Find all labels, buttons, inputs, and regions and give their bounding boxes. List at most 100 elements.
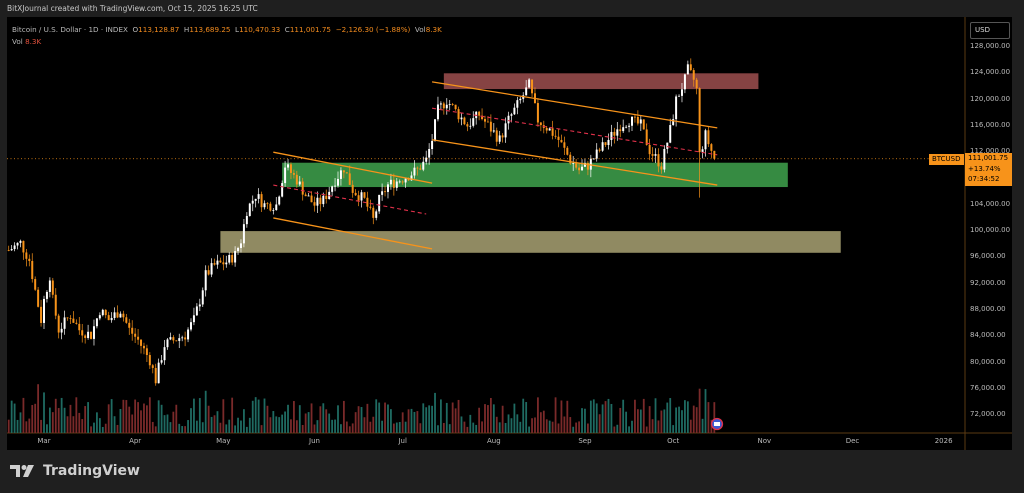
- candle-body: [519, 98, 522, 101]
- volume-bar: [390, 409, 392, 433]
- candle-body: [34, 279, 37, 290]
- time-tick: Nov: [757, 437, 772, 445]
- volume-bar: [695, 407, 698, 433]
- candle-body: [134, 333, 137, 337]
- candle-body: [342, 170, 345, 173]
- volume-bar: [392, 423, 395, 433]
- candle-body: [275, 204, 278, 211]
- volume-bar: [243, 409, 245, 433]
- candle-body: [425, 157, 428, 162]
- candle-body: [501, 135, 504, 138]
- volume-bar: [704, 389, 707, 433]
- volume-bar: [413, 411, 416, 433]
- candle-body: [192, 315, 195, 323]
- symbol-description[interactable]: Bitcoin / U.S. Dollar · 1D · INDEX: [12, 25, 128, 34]
- candle-body: [695, 79, 698, 89]
- candle-body: [651, 154, 654, 156]
- volume-bar: [69, 404, 72, 433]
- volume-bar: [407, 409, 410, 433]
- candle-body: [610, 131, 613, 140]
- volume-bar: [645, 426, 648, 433]
- volume-bar: [269, 417, 272, 433]
- volume-bar: [445, 402, 448, 433]
- volume-bar: [201, 422, 204, 433]
- volume-bar: [134, 399, 137, 433]
- candle-body: [216, 260, 219, 265]
- candle-body: [228, 254, 231, 263]
- candle-body: [657, 154, 660, 167]
- volume-bar: [290, 419, 292, 433]
- candle-body: [545, 127, 548, 131]
- volume-bar: [325, 409, 328, 433]
- candle-body: [454, 104, 457, 110]
- candle-body: [19, 240, 22, 243]
- candle-body: [528, 79, 531, 88]
- volume-bar: [87, 402, 89, 433]
- volume-bar: [193, 398, 195, 433]
- volume-bar: [251, 400, 254, 433]
- candle-body: [339, 170, 342, 179]
- volume-bar: [301, 424, 304, 433]
- candle-body: [316, 197, 319, 206]
- volume-bar: [207, 405, 210, 433]
- volume-indicator-label[interactable]: Vol: [12, 37, 23, 46]
- candle-body: [457, 109, 460, 120]
- volume-bar: [228, 419, 231, 433]
- price-tick: 112,000.00: [970, 147, 1011, 156]
- candle-body: [645, 129, 648, 145]
- volume-bar: [487, 405, 489, 433]
- candle-body: [648, 144, 651, 155]
- volume-bar: [166, 414, 169, 433]
- volume-bar: [160, 404, 163, 433]
- candle-body: [16, 242, 19, 246]
- candle-body: [445, 104, 448, 109]
- volume-bar: [489, 397, 492, 433]
- volume-bar: [240, 420, 242, 433]
- candle-body: [619, 129, 622, 132]
- candle-body: [625, 126, 628, 128]
- candle-body: [357, 195, 360, 201]
- volume-bar: [181, 426, 184, 433]
- candle-body: [498, 135, 501, 142]
- candle-body: [419, 168, 422, 170]
- volume-bar: [54, 398, 57, 433]
- volume-bar: [537, 397, 539, 433]
- candle-body: [210, 263, 213, 275]
- trendline-channel1-mid: [273, 184, 427, 215]
- candle-body: [566, 147, 569, 155]
- volume-bar: [548, 420, 551, 433]
- volume-bar: [713, 402, 716, 433]
- candle-body: [245, 215, 248, 225]
- candle-body: [422, 161, 425, 170]
- candle-body: [81, 330, 84, 336]
- candle-body: [666, 142, 669, 149]
- currency-selector[interactable]: USD: [970, 22, 1010, 39]
- volume-bar: [419, 423, 422, 433]
- volume-bar: [554, 397, 557, 433]
- volume-bar: [248, 417, 251, 433]
- symbol-price-label: BTCUSD: [929, 154, 964, 165]
- volume-bar: [90, 426, 92, 433]
- candle-body: [707, 130, 710, 145]
- volume-bar: [460, 416, 463, 433]
- volume-bar: [25, 421, 28, 433]
- candle-body: [98, 315, 101, 319]
- volume-bar: [375, 399, 378, 433]
- volume-bar: [592, 399, 595, 433]
- time-tick: Dec: [845, 437, 860, 445]
- candle-body: [572, 163, 575, 165]
- vol-label: Vol: [414, 25, 426, 34]
- volume-bar: [628, 426, 630, 433]
- candle-body: [401, 181, 404, 183]
- volume-bar: [434, 392, 436, 433]
- candle-body: [369, 206, 372, 208]
- tradingview-logo[interactable]: TradingView: [10, 463, 140, 479]
- volume-bar: [466, 426, 469, 433]
- volume-bar: [266, 405, 269, 433]
- volume-bar: [298, 405, 301, 433]
- volume-bar: [257, 399, 260, 433]
- volume-bar: [422, 403, 425, 433]
- candle-body: [472, 118, 475, 126]
- candle-body: [504, 123, 507, 138]
